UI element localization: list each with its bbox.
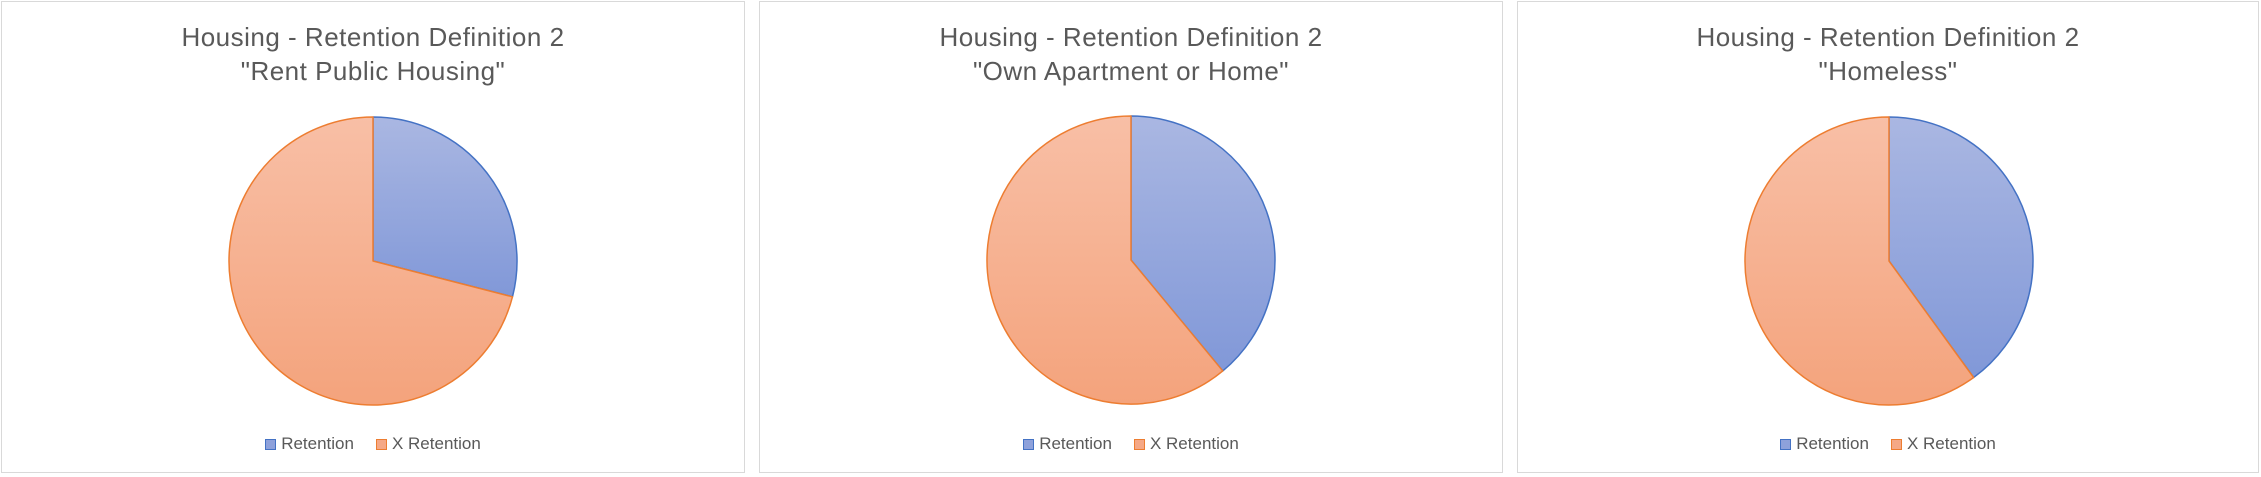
chart-title: Housing - Retention Definition 2 "Own Ap… [760, 20, 1502, 88]
legend-label-retention: Retention [1039, 434, 1112, 453]
pie-chart [1744, 116, 2034, 406]
chart-legend: Retention X Retention [760, 434, 1502, 454]
legend-label-x-retention: X Retention [1906, 434, 1996, 453]
pie-chart [986, 115, 1276, 405]
legend-swatch-x-retention [1890, 438, 1902, 450]
legend-swatch-retention [1023, 438, 1035, 450]
chart-title-line2: "Own Apartment or Home" [972, 56, 1290, 86]
legend-swatch-retention [1780, 438, 1792, 450]
legend-item-x-retention: X Retention [1133, 434, 1239, 454]
chart-legend: Retention X Retention [2, 434, 744, 454]
legend-item-retention: Retention [265, 434, 354, 454]
chart-panel-rent-public-housing: Housing - Retention Definition 2 "Rent P… [1, 1, 745, 473]
chart-title-line1: Housing - Retention Definition 2 [1696, 22, 2080, 52]
pie-chart [228, 116, 518, 406]
pie-slice-x-retention [1744, 116, 1975, 406]
legend-item-x-retention: X Retention [375, 434, 481, 454]
legend-label-x-retention: X Retention [391, 434, 481, 453]
legend-swatch-retention [265, 438, 277, 450]
pie-slice-retention [1888, 116, 2034, 379]
chart-title: Housing - Retention Definition 2 "Homele… [1518, 20, 2258, 88]
pie-slice-retention [1130, 115, 1276, 372]
pie-slice-retention [372, 116, 518, 298]
legend-item-x-retention: X Retention [1890, 434, 1996, 454]
chart-legend: Retention X Retention [1518, 434, 2258, 454]
legend-label-retention: Retention [1796, 434, 1869, 453]
pie-slice-x-retention [986, 115, 1224, 405]
chart-title: Housing - Retention Definition 2 "Rent P… [2, 20, 744, 88]
pie-slice-x-retention [228, 116, 514, 406]
legend-swatch-x-retention [1133, 438, 1145, 450]
legend-swatch-x-retention [375, 438, 387, 450]
chart-title-line2: "Rent Public Housing" [240, 56, 506, 86]
chart-panel-own-apartment-or-home: Housing - Retention Definition 2 "Own Ap… [759, 1, 1503, 473]
chart-panel-homeless: Housing - Retention Definition 2 "Homele… [1517, 1, 2259, 473]
legend-item-retention: Retention [1023, 434, 1112, 454]
chart-title-line2: "Homeless" [1818, 56, 1958, 86]
chart-title-line1: Housing - Retention Definition 2 [939, 22, 1323, 52]
legend-item-retention: Retention [1780, 434, 1869, 454]
chart-title-line1: Housing - Retention Definition 2 [181, 22, 565, 52]
legend-label-retention: Retention [281, 434, 354, 453]
legend-label-x-retention: X Retention [1149, 434, 1239, 453]
